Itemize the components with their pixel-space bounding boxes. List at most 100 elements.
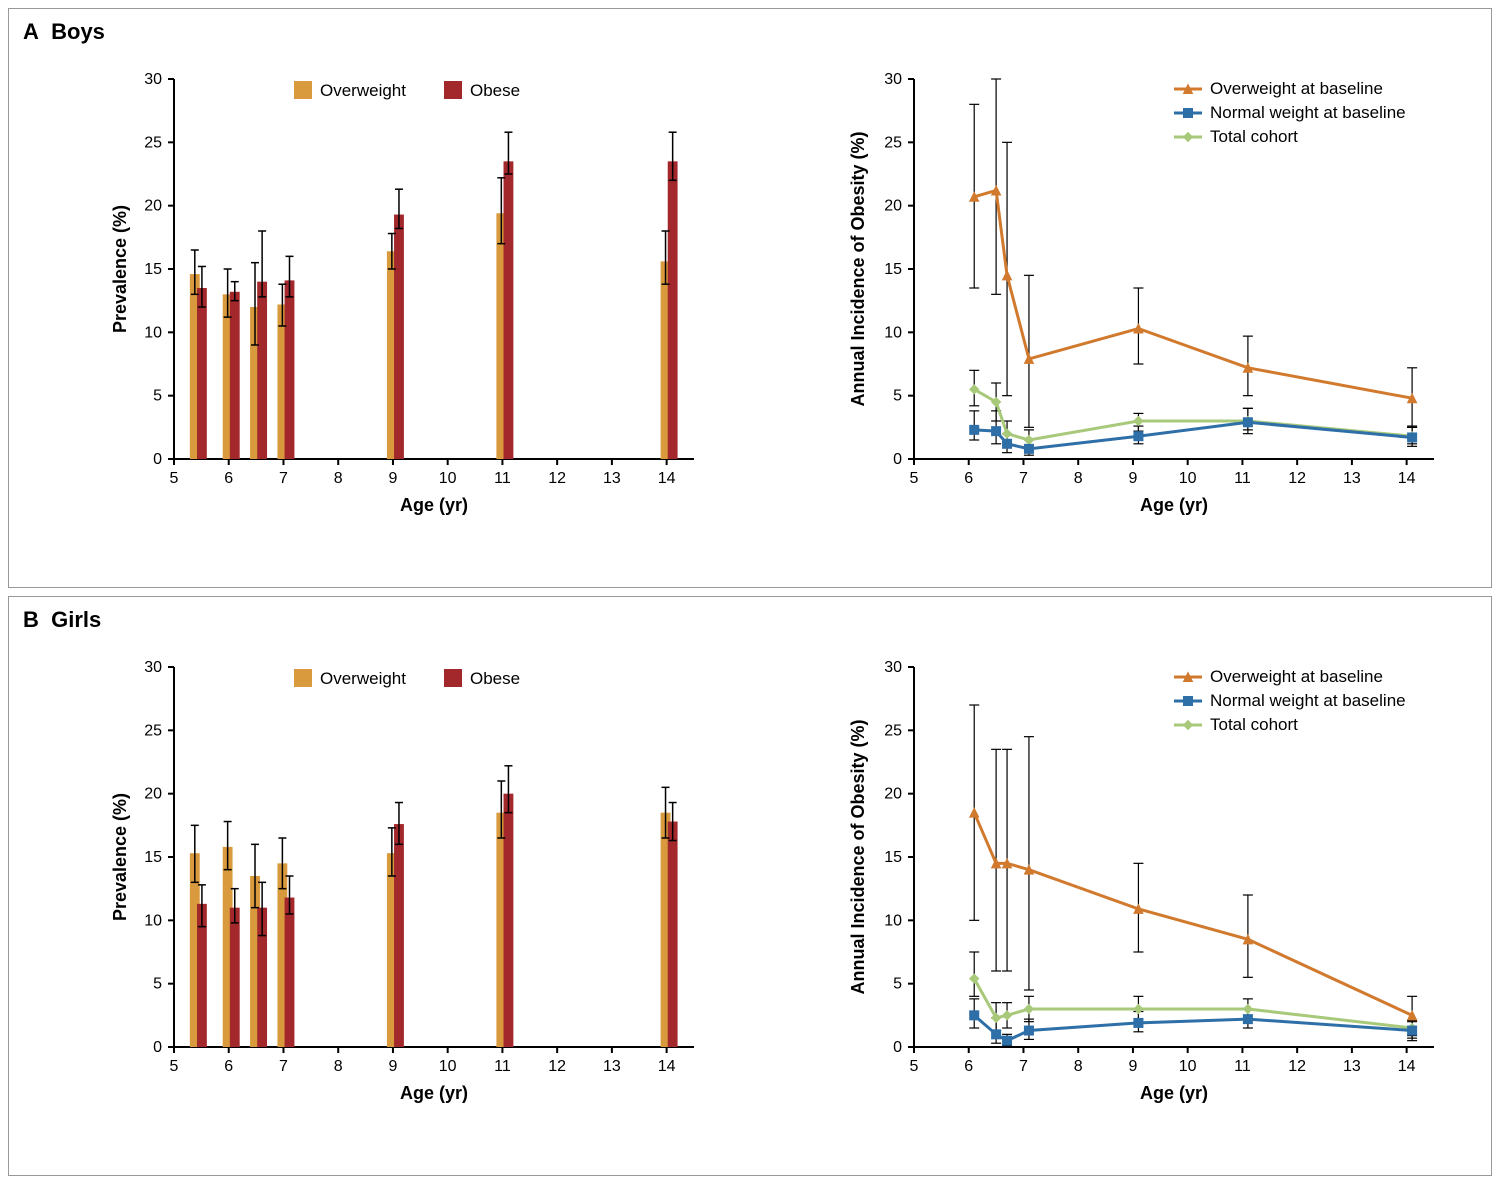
svg-text:14: 14: [1398, 470, 1416, 487]
panel-b-letter: B: [23, 607, 39, 632]
svg-text:8: 8: [334, 470, 343, 487]
svg-text:11: 11: [1234, 1058, 1251, 1075]
bar-obese: [504, 161, 514, 459]
panel-a-label: A Boys: [23, 19, 105, 45]
girls-line-svg: 051015202530567891011121314Age (yr)Annua…: [839, 647, 1499, 1167]
girls-bar-svg: 051015202530567891011121314Age (yr)Preva…: [104, 647, 744, 1167]
svg-text:9: 9: [1128, 470, 1137, 487]
panel-a-letter: A: [23, 19, 39, 44]
svg-text:0: 0: [153, 451, 162, 468]
svg-text:10: 10: [884, 912, 902, 929]
svg-text:15: 15: [144, 261, 162, 278]
boys-line-svg: 051015202530567891011121314Age (yr)Annua…: [839, 59, 1499, 579]
svg-text:5: 5: [910, 470, 919, 487]
svg-text:9: 9: [388, 470, 397, 487]
boys-bar-svg: 051015202530567891011121314Age (yr)Preva…: [104, 59, 744, 579]
svg-text:11: 11: [494, 470, 511, 487]
svg-text:15: 15: [144, 849, 162, 866]
svg-text:5: 5: [893, 388, 902, 405]
svg-text:Overweight: Overweight: [320, 669, 406, 688]
bar-obese: [257, 282, 267, 459]
svg-text:7: 7: [1019, 470, 1028, 487]
svg-text:13: 13: [603, 1058, 621, 1075]
svg-text:10: 10: [439, 1058, 457, 1075]
svg-text:20: 20: [884, 786, 902, 803]
svg-text:20: 20: [144, 198, 162, 215]
svg-text:10: 10: [1179, 1058, 1197, 1075]
svg-text:Obese: Obese: [470, 669, 520, 688]
svg-text:6: 6: [964, 470, 973, 487]
svg-text:5: 5: [170, 1058, 179, 1075]
boys-line-chart: 051015202530567891011121314Age (yr)Annua…: [839, 59, 1399, 499]
svg-text:0: 0: [893, 1039, 902, 1056]
figure-root: A Boys 051015202530567891011121314Age (y…: [0, 0, 1500, 1186]
svg-text:8: 8: [1074, 1058, 1083, 1075]
svg-text:11: 11: [1234, 470, 1251, 487]
svg-text:Total cohort: Total cohort: [1210, 715, 1298, 734]
svg-text:10: 10: [439, 470, 457, 487]
svg-text:25: 25: [884, 722, 902, 739]
svg-text:8: 8: [334, 1058, 343, 1075]
svg-text:Prevalence (%): Prevalence (%): [110, 793, 130, 921]
svg-text:6: 6: [964, 1058, 973, 1075]
svg-text:13: 13: [603, 470, 621, 487]
panel-b-label: B Girls: [23, 607, 101, 633]
girls-bar-chart: 051015202530567891011121314Age (yr)Preva…: [104, 647, 664, 1087]
boys-bar-chart: 051015202530567891011121314Age (yr)Preva…: [104, 59, 664, 499]
svg-text:10: 10: [1179, 470, 1197, 487]
panel-b: B Girls 051015202530567891011121314Age (…: [8, 596, 1492, 1176]
bar-obese: [394, 215, 404, 459]
girls-line-chart: 051015202530567891011121314Age (yr)Annua…: [839, 647, 1399, 1087]
svg-text:Age (yr): Age (yr): [1140, 495, 1208, 515]
bar-obese: [197, 288, 207, 459]
bar-obese: [668, 161, 678, 459]
svg-text:14: 14: [658, 1058, 676, 1075]
svg-text:Obese: Obese: [470, 81, 520, 100]
line-normal-baseline: [974, 422, 1412, 449]
svg-text:25: 25: [144, 134, 162, 151]
svg-text:5: 5: [893, 976, 902, 993]
svg-text:Total cohort: Total cohort: [1210, 127, 1298, 146]
panel-a-title: Boys: [51, 19, 105, 44]
svg-text:Age (yr): Age (yr): [1140, 1083, 1208, 1103]
svg-text:15: 15: [884, 261, 902, 278]
line-overweight-baseline: [974, 813, 1412, 1016]
svg-text:6: 6: [224, 470, 233, 487]
svg-text:7: 7: [279, 1058, 288, 1075]
bar-obese: [394, 824, 404, 1047]
svg-text:12: 12: [548, 470, 566, 487]
svg-text:6: 6: [224, 1058, 233, 1075]
svg-text:30: 30: [884, 659, 902, 676]
panel-b-title: Girls: [51, 607, 101, 632]
svg-text:Annual Incidence of Obesity (%: Annual Incidence of Obesity (%): [848, 131, 868, 406]
line-overweight-baseline: [974, 190, 1412, 398]
svg-text:5: 5: [910, 1058, 919, 1075]
svg-text:20: 20: [144, 786, 162, 803]
svg-text:Age (yr): Age (yr): [400, 495, 468, 515]
svg-text:12: 12: [1288, 1058, 1306, 1075]
bar-obese: [504, 794, 514, 1047]
svg-text:30: 30: [144, 659, 162, 676]
svg-text:Overweight at baseline: Overweight at baseline: [1210, 667, 1383, 686]
bar-obese: [285, 280, 295, 459]
svg-text:13: 13: [1343, 470, 1361, 487]
svg-text:8: 8: [1074, 470, 1083, 487]
svg-text:7: 7: [279, 470, 288, 487]
svg-text:0: 0: [893, 451, 902, 468]
svg-text:Normal weight at baseline: Normal weight at baseline: [1210, 691, 1406, 710]
svg-text:12: 12: [1288, 470, 1306, 487]
svg-text:15: 15: [884, 849, 902, 866]
svg-text:Prevalence (%): Prevalence (%): [110, 205, 130, 333]
svg-text:0: 0: [153, 1039, 162, 1056]
svg-text:Annual Incidence of Obesity (%: Annual Incidence of Obesity (%): [848, 719, 868, 994]
svg-text:9: 9: [388, 1058, 397, 1075]
svg-text:25: 25: [144, 722, 162, 739]
svg-text:14: 14: [1398, 1058, 1416, 1075]
svg-text:5: 5: [153, 976, 162, 993]
svg-text:5: 5: [153, 388, 162, 405]
svg-text:20: 20: [884, 198, 902, 215]
svg-text:10: 10: [884, 324, 902, 341]
svg-text:30: 30: [144, 71, 162, 88]
svg-text:9: 9: [1128, 1058, 1137, 1075]
svg-text:30: 30: [884, 71, 902, 88]
